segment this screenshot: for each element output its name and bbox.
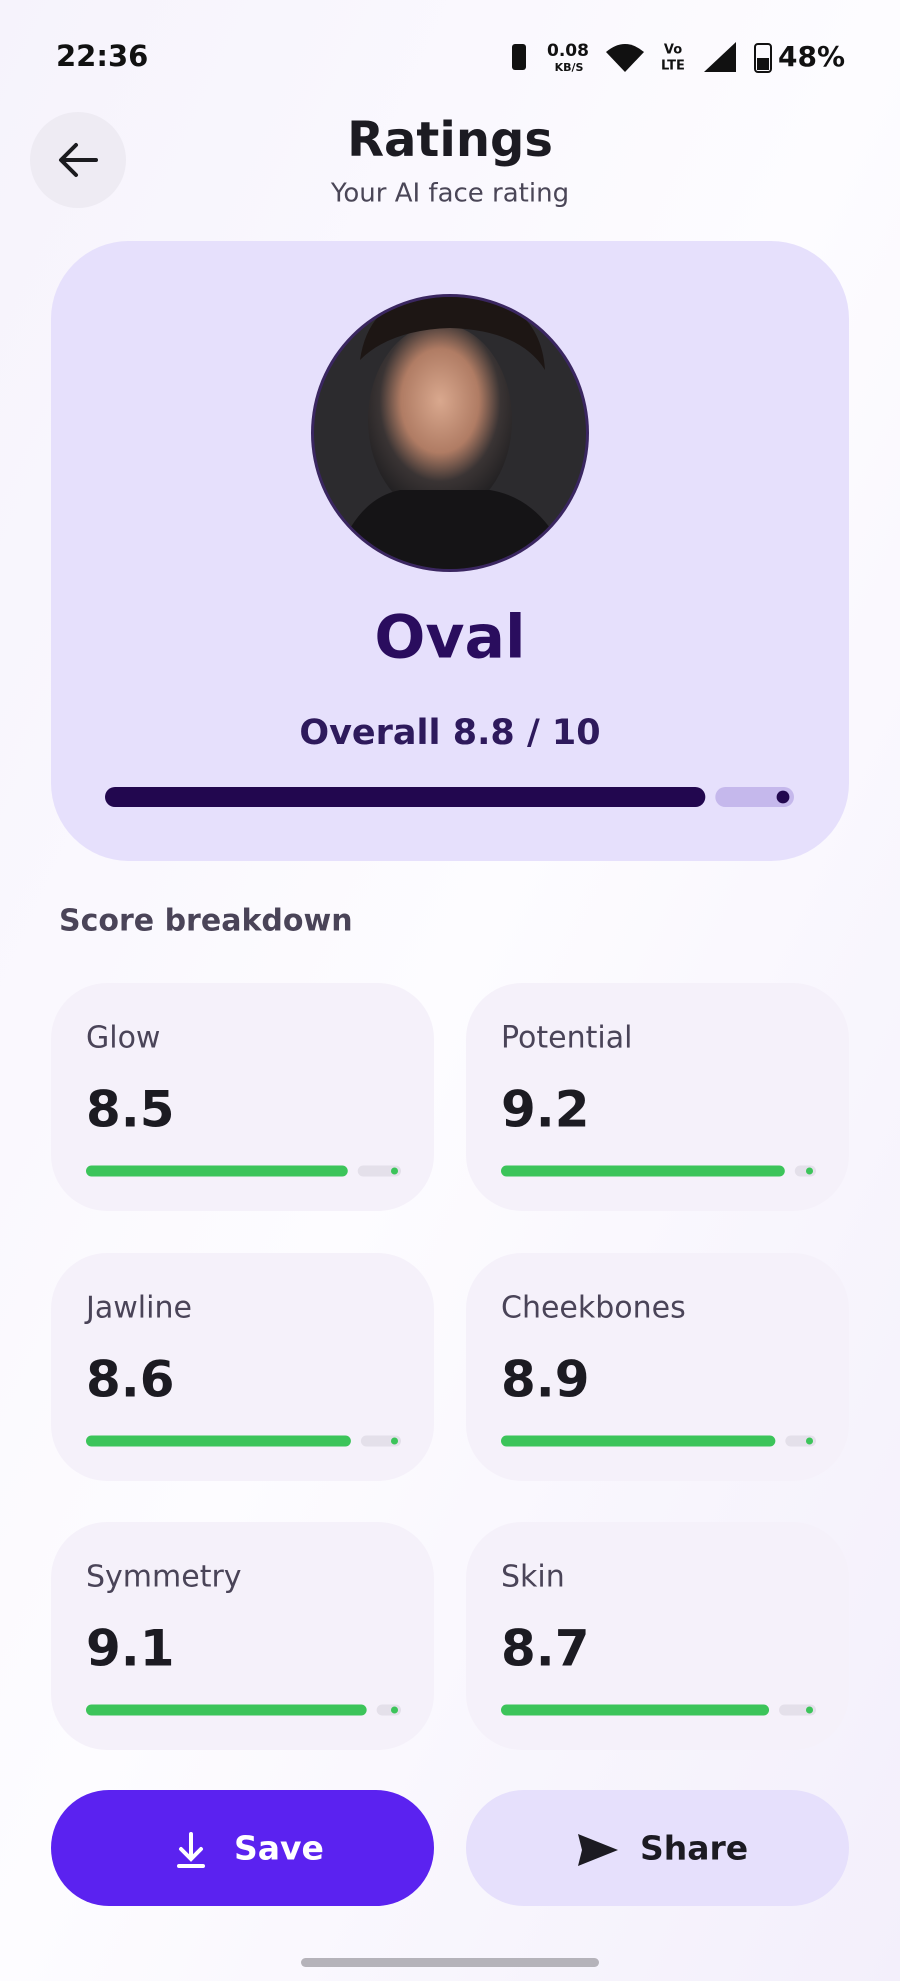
- wifi-icon: [606, 44, 644, 72]
- progress-fill: [86, 1165, 348, 1177]
- progress-track: [715, 787, 794, 807]
- vibrate-icon: [512, 44, 526, 70]
- score-card: [51, 1253, 434, 1481]
- face-shape: Oval: [374, 603, 525, 673]
- save-label: Save: [234, 1829, 324, 1868]
- overall-score-text: Overall 8.8 / 10: [299, 713, 600, 753]
- score-value: 8.6: [86, 1351, 175, 1409]
- score-value: 8.7: [501, 1620, 590, 1678]
- score-label: Cheekbones: [501, 1291, 686, 1326]
- progress-end-dot: [390, 1167, 399, 1175]
- score-label: Jawline: [84, 1291, 192, 1326]
- score-value: 9.2: [501, 1081, 590, 1139]
- score-label: Skin: [501, 1560, 565, 1595]
- back-button[interactable]: [30, 112, 126, 208]
- progress-fill: [86, 1704, 367, 1716]
- progress-track: [779, 1704, 816, 1716]
- progress-track: [360, 1435, 401, 1447]
- section-title: Score breakdown: [59, 904, 353, 939]
- progress-fill: [86, 1435, 351, 1447]
- overall-separator: /: [527, 713, 540, 753]
- score-label: Symmetry: [86, 1560, 242, 1595]
- progress-fill: [501, 1704, 770, 1716]
- share-label: Share: [640, 1829, 748, 1868]
- progress-end-dot: [776, 790, 790, 804]
- page-title: Ratings: [347, 112, 553, 168]
- volte-top: Vo: [664, 43, 682, 58]
- volte-bottom: LTE: [661, 59, 685, 74]
- progress-end-dot: [805, 1437, 814, 1445]
- score-card: [51, 1522, 434, 1750]
- home-indicator: [301, 1958, 599, 1967]
- save-button[interactable]: Save: [51, 1790, 434, 1906]
- overall-label: Overall: [299, 713, 440, 753]
- score-label: Potential: [501, 1021, 632, 1056]
- battery-level: [757, 58, 769, 70]
- save-button-bg: [51, 1790, 434, 1906]
- status-time: 22:36: [56, 39, 148, 73]
- progress-fill: [501, 1435, 776, 1447]
- progress-end-dot: [390, 1706, 399, 1714]
- score-card: [51, 983, 434, 1211]
- progress-fill: [105, 787, 706, 807]
- net-unit: KB/S: [555, 61, 584, 74]
- save-icon: [177, 1832, 205, 1868]
- score-value: 9.1: [86, 1620, 175, 1678]
- net-speed: 0.08: [547, 41, 589, 61]
- signal-icon: [704, 42, 736, 72]
- overall-max: 10: [552, 713, 601, 753]
- overall-score: 8.8: [453, 713, 515, 753]
- progress-fill: [501, 1165, 785, 1177]
- progress-end-dot: [805, 1706, 814, 1714]
- progress-end-dot: [390, 1437, 399, 1445]
- score-card: [466, 1253, 849, 1481]
- score-card: [466, 1522, 849, 1750]
- share-button[interactable]: Share: [466, 1790, 849, 1906]
- page-subtitle: Your AI face rating: [330, 179, 569, 209]
- battery-icon: [754, 43, 772, 73]
- score-label: Glow: [86, 1021, 160, 1056]
- back-arrow: [59, 143, 98, 177]
- battery-percent: 48%: [778, 40, 845, 73]
- avatar-hair: [360, 297, 545, 370]
- score-value: 8.9: [501, 1351, 590, 1409]
- share-button-bg: [466, 1790, 849, 1906]
- share-icon: [578, 1834, 618, 1866]
- score-value: 8.5: [86, 1081, 175, 1139]
- progress-track: [357, 1165, 401, 1177]
- avatar-face: [368, 324, 512, 516]
- score-card: [466, 983, 849, 1211]
- progress-end-dot: [805, 1167, 814, 1175]
